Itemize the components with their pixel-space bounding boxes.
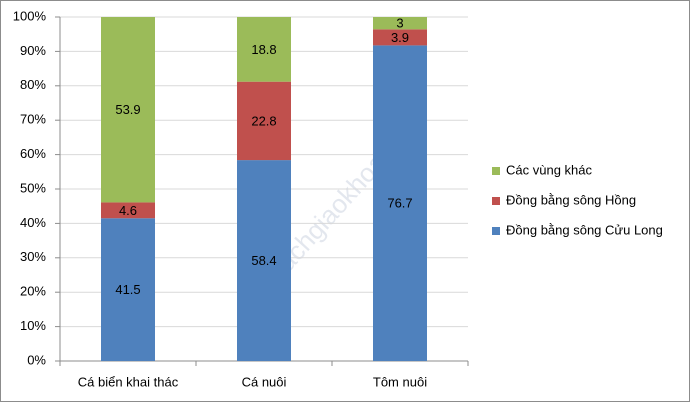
y-tick-label: 60% — [20, 146, 46, 161]
legend-label: Các vùng khác — [506, 162, 592, 177]
data-label: 4.6 — [119, 203, 137, 218]
y-tick-label: 0% — [27, 352, 46, 367]
legend-label: Đồng bằng sông Cửu Long — [506, 222, 663, 237]
bar-segment — [237, 160, 291, 361]
bar-segment — [101, 202, 155, 219]
data-label: 76.7 — [387, 196, 412, 211]
data-label: 22.8 — [251, 113, 276, 128]
y-tick-label: 80% — [20, 77, 46, 92]
bar-segment — [373, 17, 427, 30]
x-tick-label: Tôm nuôi — [373, 374, 427, 389]
bar-segment — [237, 17, 291, 82]
y-tick-label: 90% — [20, 43, 46, 58]
data-label: 58.4 — [251, 253, 276, 268]
legend-swatch — [492, 167, 500, 175]
bar-segment — [101, 218, 155, 361]
bar-segment — [373, 45, 427, 362]
y-tick-label: 50% — [20, 180, 46, 195]
y-tick-label: 40% — [20, 215, 46, 230]
y-tick-label: 20% — [20, 284, 46, 299]
legend-label: Đồng bằng sông Hồng — [506, 192, 636, 207]
bar-segment — [237, 81, 291, 161]
legend-swatch — [492, 197, 500, 205]
x-tick-label: Cá nuôi — [242, 374, 287, 389]
data-label: 3.9 — [391, 30, 409, 45]
bar-segment — [101, 17, 155, 203]
x-tick-label: Cá biển khai thác — [78, 374, 179, 389]
y-tick-label: 100% — [13, 8, 47, 23]
bar-segment — [373, 29, 427, 46]
y-tick-label: 10% — [20, 318, 46, 333]
data-label: 41.5 — [115, 282, 140, 297]
y-tick-label: 70% — [20, 112, 46, 127]
legend-swatch — [492, 227, 500, 235]
data-label: 53.9 — [115, 102, 140, 117]
data-label: 18.8 — [251, 42, 276, 57]
data-label: 3 — [396, 16, 403, 31]
y-tick-label: 30% — [20, 249, 46, 264]
